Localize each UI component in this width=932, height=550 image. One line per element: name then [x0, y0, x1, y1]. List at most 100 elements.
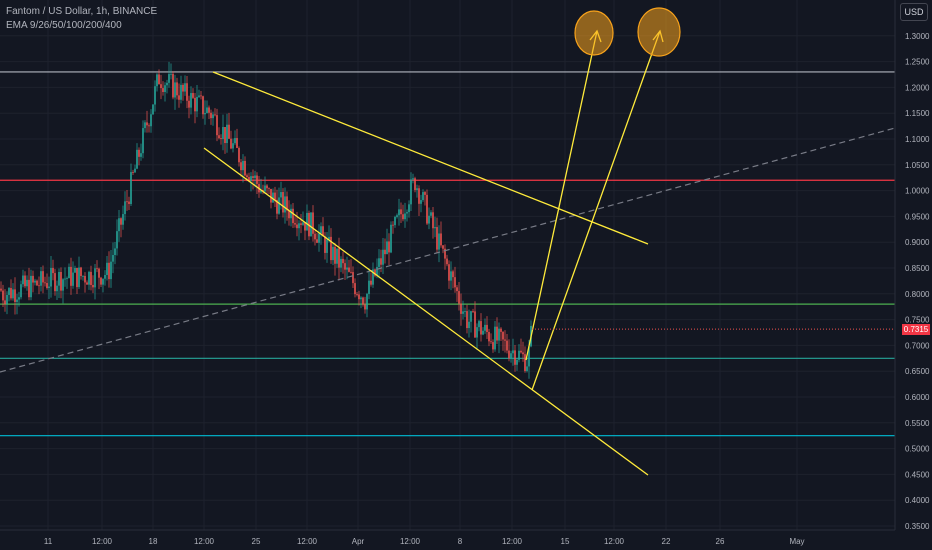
- candle-body: [396, 215, 398, 217]
- candle-body: [158, 74, 160, 85]
- y-tick-label: 0.4000: [905, 496, 930, 505]
- candle-body: [472, 311, 474, 312]
- wedge-upper-line: [212, 71, 649, 245]
- candle-body: [336, 248, 338, 264]
- candle-body: [306, 212, 308, 231]
- candle-body: [400, 209, 402, 215]
- x-tick-label: 25: [252, 537, 261, 546]
- x-tick-label: 12:00: [297, 537, 318, 546]
- candle-body: [514, 350, 516, 365]
- legend: Fantom / US Dollar, 1h, BINANCE EMA 9/26…: [6, 5, 157, 33]
- candle-body: [202, 96, 204, 115]
- candle-body: [512, 350, 514, 354]
- candle-body: [298, 223, 300, 229]
- candle-body: [148, 125, 150, 127]
- candle-body: [390, 224, 392, 253]
- y-tick-label: 1.2000: [905, 83, 930, 92]
- candle-body: [330, 236, 332, 261]
- candle-body: [246, 175, 248, 178]
- candle-body: [412, 178, 414, 180]
- y-tick-label: 0.5500: [905, 419, 930, 428]
- wedge-lower-line: [203, 147, 649, 476]
- candle-body: [322, 226, 324, 237]
- candle-body: [324, 236, 326, 253]
- candle-body: [220, 138, 222, 139]
- candle-body: [510, 353, 512, 359]
- candle-body: [210, 112, 212, 119]
- candle-body: [272, 192, 274, 203]
- candle-body: [302, 222, 304, 225]
- candle-body: [14, 289, 16, 302]
- candle-body: [140, 153, 142, 157]
- x-tick-label: 11: [44, 537, 53, 546]
- candle-body: [102, 278, 104, 285]
- y-tick-label: 1.0000: [905, 187, 930, 196]
- candle-body: [186, 83, 188, 101]
- candle-body: [36, 280, 38, 286]
- y-tick-label: 0.6000: [905, 393, 930, 402]
- candle-body: [122, 214, 124, 225]
- candle-body: [12, 289, 14, 299]
- candle-body: [426, 194, 428, 224]
- candle-body: [508, 350, 510, 359]
- candle-body: [100, 277, 102, 285]
- candle-body: [478, 321, 480, 328]
- candle-body: [376, 266, 378, 276]
- candle-body: [234, 138, 236, 144]
- candle-body: [126, 201, 128, 203]
- candle-body: [420, 200, 422, 204]
- candle-body: [260, 190, 262, 193]
- candle-body: [368, 280, 370, 294]
- indicator-title[interactable]: EMA 9/26/50/100/200/400: [6, 20, 122, 31]
- candle-body: [344, 263, 346, 270]
- candle-body: [464, 311, 466, 312]
- candle-body: [362, 297, 364, 305]
- candle-body: [428, 215, 430, 224]
- candle-body: [250, 176, 252, 181]
- candle-body: [242, 160, 244, 171]
- candle-body: [384, 249, 386, 255]
- candle-body: [88, 271, 90, 285]
- candle-body: [114, 248, 116, 256]
- candle-body: [166, 82, 168, 86]
- y-tick-label: 0.6500: [905, 367, 930, 376]
- candle-body: [342, 258, 344, 264]
- candle-body: [72, 272, 74, 286]
- candle-body: [124, 201, 126, 215]
- candle-body: [492, 342, 494, 350]
- candle-body: [446, 258, 448, 265]
- candle-body: [56, 285, 58, 292]
- candle-body: [522, 352, 524, 355]
- candle-body: [438, 233, 440, 250]
- candle-body: [50, 267, 52, 287]
- candle-body: [120, 218, 122, 225]
- candle-body: [60, 271, 62, 291]
- candle-body: [200, 95, 202, 97]
- candle-body: [448, 264, 450, 281]
- candle-body: [528, 346, 530, 367]
- symbol-title[interactable]: Fantom / US Dollar, 1h, BINANCE: [6, 6, 158, 17]
- candle-body: [516, 359, 518, 365]
- y-tick-label: 0.9500: [905, 212, 930, 221]
- candle-body: [188, 100, 190, 108]
- candle-body: [382, 249, 384, 265]
- candle-body: [338, 248, 340, 268]
- candle-body: [96, 268, 98, 270]
- candle-body: [498, 328, 500, 341]
- candle-body: [350, 271, 352, 273]
- candle-body: [90, 271, 92, 285]
- candle-body: [84, 275, 86, 283]
- candle-body: [460, 303, 462, 314]
- candle-body: [168, 74, 170, 83]
- candle-body: [162, 88, 164, 93]
- candle-body: [348, 267, 350, 272]
- candle-body: [374, 269, 376, 276]
- currency-button[interactable]: USD: [900, 3, 928, 21]
- candle-body: [434, 227, 436, 229]
- candle-body: [274, 192, 276, 200]
- candle-body: [254, 175, 256, 178]
- candle-body: [482, 330, 484, 335]
